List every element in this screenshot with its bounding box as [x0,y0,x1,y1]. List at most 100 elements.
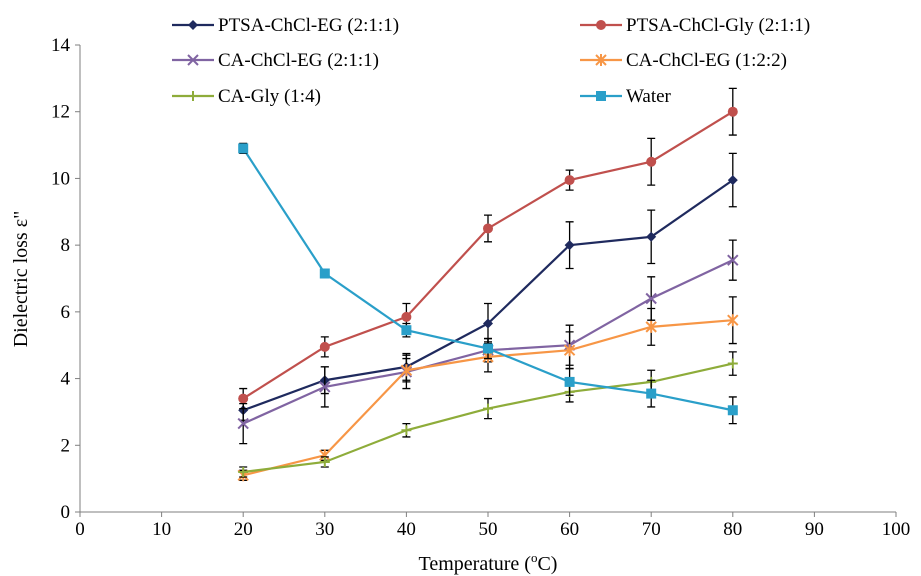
legend-item: CA-ChCl-EG (1:2:2) [580,50,787,71]
data-point [564,376,575,387]
data-point [727,175,738,186]
data-point [401,425,412,436]
square-marker [564,376,575,387]
plus-marker [238,466,249,477]
square-marker [483,343,493,354]
data-point [319,268,330,279]
data-point [319,456,330,467]
x-tick-label: 40 [397,519,416,540]
series-6 [238,142,738,425]
x-axis-title-end: C) [537,553,557,575]
x-tick-label: 90 [805,519,824,540]
legend-label: CA-Gly (1:4) [218,86,321,107]
data-point [238,393,249,404]
data-point [401,325,412,336]
series-layer [237,87,739,482]
y-tick-label: 8 [61,235,71,256]
square-marker [727,405,738,416]
plus-marker [727,358,738,369]
y-tick-label: 12 [51,102,70,123]
x-tick-label: 10 [152,519,171,540]
legend-marker [595,54,607,66]
square-marker [238,143,249,154]
circle-marker [596,20,606,30]
plus-marker [319,456,330,467]
x-tick-label: 50 [479,519,498,540]
x-marker [187,54,199,66]
data-point [727,254,739,266]
x-tick-label: 60 [560,519,579,540]
plus-marker [401,425,412,436]
legend-item: CA-Gly (1:4) [172,86,321,107]
asterisk-marker [595,54,607,66]
legend: PTSA-ChCl-EG (2:1:1) PTSA-ChCl-Gly (2:1:1… [172,15,810,107]
circle-marker [646,156,657,167]
legend-label: PTSA-ChCl-EG (2:1:1) [218,15,399,36]
asterisk-marker [645,320,657,333]
legend-label: PTSA-ChCl-Gly (2:1:1) [626,15,810,36]
square-marker [646,388,657,399]
x-marker [237,417,249,430]
circle-marker [319,341,330,352]
legend-item: PTSA-ChCl-Gly (2:1:1) [580,15,810,36]
data-point [727,314,739,327]
data-point [727,405,738,416]
data-point [483,223,493,234]
data-point [564,240,575,251]
data-point [646,156,657,167]
x-marker [645,292,657,305]
legend-marker [187,54,199,66]
legend-item: PTSA-ChCl-EG (2:1:1) [172,15,399,36]
x-axis-title-sup: o [531,550,538,565]
x-tick-label: 20 [234,519,253,540]
circle-marker [238,393,249,404]
data-point [238,143,249,154]
data-point [646,388,657,399]
diamond-marker [483,318,493,329]
legend-marker [596,91,606,101]
diamond-marker [646,231,657,242]
data-point [727,358,738,369]
y-tick-label: 10 [51,168,70,189]
data-point [646,231,657,242]
data-point [319,381,331,393]
y-axis-ticks: 0 2 4 6 8 10 12 14 [51,35,80,523]
square-marker [319,268,330,279]
x-marker [319,381,331,393]
data-point [645,292,657,305]
y-tick-label: 6 [61,302,71,323]
x-axis-title-main: Temperature ( [419,553,532,575]
data-point [483,343,493,354]
x-tick-label: 30 [315,519,334,540]
x-axis-title: Temperature (oC) [419,550,558,575]
data-point [645,320,657,333]
legend-item: Water [580,86,672,107]
plus-marker [483,403,493,414]
legend-marker [188,91,198,101]
x-marker [727,254,739,266]
data-point [483,403,493,414]
data-point [483,318,493,329]
legend-item: CA-ChCl-EG (2:1:1) [172,50,379,71]
square-marker [596,91,606,101]
data-point [238,466,249,477]
data-point [564,175,575,186]
legend-label: CA-ChCl-EG (2:1:1) [218,50,379,71]
y-axis-title: Dielectric loss ε" [10,211,32,348]
legend-marker [596,20,606,30]
data-point [401,311,412,322]
y-tick-label: 2 [61,435,71,456]
x-tick-label: 70 [642,519,661,540]
diamond-marker [564,240,575,251]
circle-marker [483,223,493,234]
circle-marker [727,106,738,117]
circle-marker [401,311,412,322]
x-tick-label: 0 [75,519,85,540]
legend-marker [188,20,198,30]
data-point [563,344,576,357]
y-tick-label: 14 [51,35,71,56]
data-point [237,417,249,430]
y-tick-label: 0 [61,502,71,523]
legend-label: CA-ChCl-EG (1:2:2) [626,50,787,71]
legend-label: Water [626,86,672,107]
